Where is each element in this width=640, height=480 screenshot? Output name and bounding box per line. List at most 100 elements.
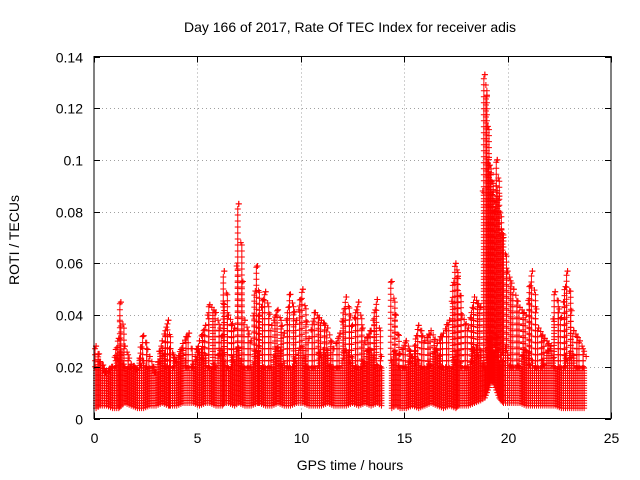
data-point [246, 331, 253, 338]
data-point [181, 337, 188, 344]
data-point [116, 306, 123, 313]
data-point [116, 312, 123, 319]
data-point [137, 362, 144, 369]
data-point [391, 318, 398, 325]
data-point [353, 306, 360, 313]
data-point [265, 315, 272, 322]
data-point [185, 339, 192, 346]
data-point [143, 351, 150, 358]
data-point [167, 339, 174, 346]
data-point [234, 206, 241, 213]
data-point [238, 254, 245, 261]
data-point [298, 289, 305, 296]
data-point [216, 321, 223, 328]
data-point [201, 326, 208, 333]
data-point [234, 224, 241, 231]
data-point [170, 363, 177, 370]
data-point [261, 291, 268, 298]
data-point [148, 358, 155, 365]
data-point [480, 75, 487, 82]
data-point [92, 357, 99, 364]
data-point [458, 298, 465, 305]
data-point [245, 327, 252, 334]
data-point [234, 230, 241, 237]
data-point [215, 317, 222, 324]
data-point [411, 343, 418, 350]
data-point [239, 278, 246, 285]
data-point [185, 333, 192, 340]
data-point [250, 312, 257, 319]
data-point [376, 325, 383, 331]
data-point [462, 321, 469, 328]
data-point [164, 326, 171, 333]
data-point [121, 345, 128, 352]
data-point [119, 321, 126, 328]
data-point [158, 343, 165, 350]
data-point [346, 316, 353, 323]
data-point [224, 297, 231, 304]
data-point [265, 303, 272, 310]
data-point [301, 302, 308, 309]
data-point [145, 357, 152, 364]
data-point [95, 350, 102, 357]
data-point [253, 264, 260, 271]
data-point [454, 305, 461, 312]
data-point [297, 296, 304, 303]
data-point [279, 322, 286, 329]
data-point [454, 299, 461, 306]
data-point [189, 357, 196, 364]
data-point [274, 307, 281, 314]
data-point [234, 218, 241, 225]
data-point [125, 351, 132, 358]
data-point [238, 272, 245, 279]
data-point [253, 276, 260, 283]
data-point [458, 304, 465, 311]
data-point [164, 320, 171, 327]
data-point [200, 327, 207, 334]
data-point [414, 326, 421, 333]
data-point [270, 317, 277, 324]
data-point [387, 285, 394, 292]
data-point [266, 311, 273, 318]
chart-title: Day 166 of 2017, Rate Of TEC Index for r… [184, 19, 516, 35]
data-point [117, 350, 124, 357]
data-point [387, 279, 394, 286]
data-point [120, 325, 127, 332]
data-point [253, 270, 260, 277]
data-point [238, 260, 245, 267]
data-point [220, 279, 227, 286]
data-point [101, 365, 108, 372]
data-point [220, 273, 227, 280]
data-point [283, 317, 290, 324]
data-point [169, 349, 176, 356]
data-point [113, 344, 120, 351]
data-point [142, 339, 149, 346]
data-point [164, 338, 171, 345]
data-point [302, 305, 309, 312]
data-point [342, 299, 349, 306]
data-point [302, 311, 309, 318]
data-point [163, 324, 170, 331]
data-point [373, 301, 380, 308]
data-point [335, 335, 342, 342]
data-point [326, 331, 333, 338]
data-point [116, 318, 123, 325]
data-point [120, 331, 127, 338]
data-point [405, 343, 412, 350]
data-point [238, 248, 245, 255]
data-point [418, 333, 425, 340]
data-point [188, 345, 195, 352]
data-point [144, 346, 151, 353]
data-point [245, 333, 252, 340]
data-point [260, 296, 267, 303]
grid-layer [94, 56, 611, 419]
data-point [278, 326, 285, 333]
data-point [139, 333, 146, 340]
data-point [346, 304, 353, 311]
data-point [359, 325, 366, 331]
data-point [358, 315, 365, 322]
data-point [285, 304, 292, 311]
data-point [387, 291, 394, 298]
data-point [99, 362, 106, 369]
